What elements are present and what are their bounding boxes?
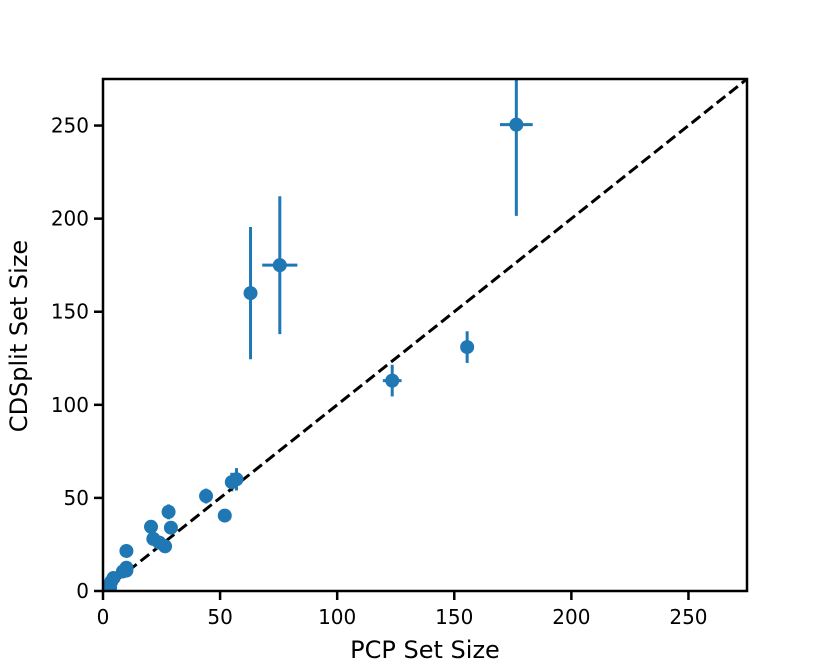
data-point (161, 504, 176, 519)
y-tick-label: 100 (51, 393, 89, 417)
x-tick-label: 150 (435, 605, 473, 629)
data-point (144, 519, 159, 534)
identity-reference-line (103, 79, 747, 591)
data-point (509, 117, 524, 132)
data-point (243, 286, 258, 301)
data-point (199, 489, 214, 504)
y-tick-label: 250 (51, 114, 89, 138)
x-axis-title: PCP Set Size (350, 636, 500, 664)
data-marks (103, 79, 747, 591)
data-point (103, 583, 116, 591)
data-point (217, 508, 232, 523)
data-point (224, 475, 239, 490)
plot-area: 0 50 100 150 200 250 0 50 100 150 200 250 (51, 77, 749, 629)
data-point (119, 543, 134, 558)
y-tick-label: 150 (51, 300, 89, 324)
data-point (385, 373, 400, 388)
data-point (272, 258, 287, 273)
y-tick-label: 50 (64, 486, 89, 510)
y-tick-label: 200 (51, 207, 89, 231)
y-tick-label: 0 (76, 579, 89, 603)
x-tick-label: 250 (669, 605, 707, 629)
x-tick-label: 50 (207, 605, 232, 629)
x-tick-label: 200 (552, 605, 590, 629)
data-point (158, 539, 173, 554)
plot-frame (101, 77, 749, 593)
data-point (460, 340, 475, 355)
x-tick-label: 100 (318, 605, 356, 629)
x-tick-label: 0 (97, 605, 110, 629)
y-axis-title: CDSplit Set Size (5, 240, 33, 432)
data-point (163, 520, 178, 535)
